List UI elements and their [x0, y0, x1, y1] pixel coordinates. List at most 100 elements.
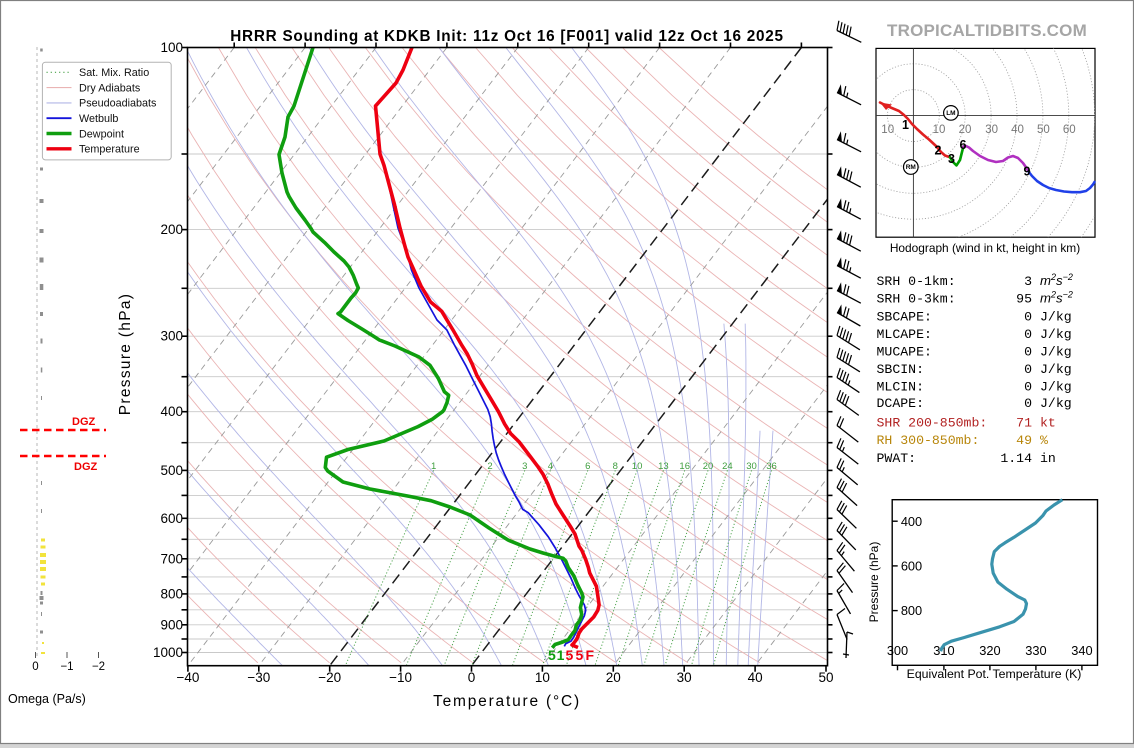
svg-text:6: 6 [960, 138, 967, 152]
svg-text:320: 320 [979, 643, 1000, 658]
svg-text:kt: kt [1040, 415, 1056, 430]
svg-text:600: 600 [901, 559, 922, 574]
svg-text:310: 310 [933, 643, 954, 658]
svg-text:in: in [1040, 451, 1056, 466]
svg-text:Dewpoint: Dewpoint [79, 128, 124, 140]
svg-text:−10: −10 [389, 670, 412, 685]
svg-text:SRH 0-1km:: SRH 0-1km: [877, 274, 956, 289]
svg-text:40: 40 [748, 670, 763, 685]
svg-text:60: 60 [1063, 124, 1076, 136]
svg-text:50: 50 [818, 670, 833, 685]
svg-text:50: 50 [1037, 124, 1050, 136]
svg-text:TROPICALTIDBITS.COM: TROPICALTIDBITS.COM [887, 21, 1087, 40]
svg-text:400: 400 [160, 404, 183, 419]
svg-text:800: 800 [160, 586, 183, 601]
svg-text:Pressure (hPa): Pressure (hPa) [117, 293, 134, 415]
svg-text:J/kg: J/kg [1040, 310, 1072, 325]
svg-text:2: 2 [935, 144, 942, 158]
svg-text:−20: −20 [318, 670, 341, 685]
svg-text:Omega (Pa/s): Omega (Pa/s) [8, 692, 86, 706]
svg-text:600: 600 [160, 511, 183, 526]
svg-text:16: 16 [679, 461, 690, 472]
svg-text:100: 100 [160, 40, 183, 55]
svg-text:1000: 1000 [153, 645, 183, 660]
svg-text:3: 3 [1024, 274, 1032, 289]
svg-text:0: 0 [1024, 362, 1032, 377]
svg-text:9: 9 [1024, 165, 1031, 179]
svg-text:55F: 55F [566, 647, 597, 663]
svg-text:0: 0 [1024, 310, 1032, 325]
svg-text:300: 300 [160, 329, 183, 344]
svg-text:71: 71 [1016, 415, 1032, 430]
svg-text:J/kg: J/kg [1040, 327, 1072, 342]
svg-text:RM: RM [906, 164, 916, 171]
svg-text:13: 13 [658, 461, 669, 472]
svg-text:49: 49 [1016, 433, 1032, 448]
svg-text:330: 330 [1025, 643, 1046, 658]
svg-text:MLCIN:: MLCIN: [877, 380, 924, 395]
svg-text:8: 8 [613, 461, 618, 472]
svg-text:PWAT:: PWAT: [877, 451, 917, 466]
svg-text:MLCAPE:: MLCAPE: [877, 327, 932, 342]
svg-text:1.14: 1.14 [1000, 451, 1032, 466]
svg-text:51: 51 [548, 647, 565, 663]
svg-text:900: 900 [160, 617, 183, 632]
svg-text:−1: −1 [60, 661, 73, 673]
svg-text:3: 3 [948, 152, 955, 166]
svg-text:−2: −2 [92, 661, 105, 673]
svg-text:4: 4 [548, 461, 553, 472]
svg-text:1: 1 [902, 118, 909, 132]
svg-text:340: 340 [1071, 643, 1092, 658]
svg-text:2: 2 [487, 461, 492, 472]
svg-text:700: 700 [160, 551, 183, 566]
svg-text:30: 30 [985, 124, 998, 136]
svg-text:LM: LM [946, 110, 955, 117]
svg-text:10: 10 [535, 670, 550, 685]
svg-text:DCAPE:: DCAPE: [877, 396, 924, 411]
svg-text:30: 30 [746, 461, 757, 472]
svg-text:−40: −40 [176, 670, 199, 685]
svg-text:3: 3 [522, 461, 527, 472]
svg-text:DGZ: DGZ [74, 461, 98, 473]
svg-text:20: 20 [703, 461, 714, 472]
svg-text:SBCIN:: SBCIN: [877, 362, 924, 377]
svg-text:RH 300-850mb:: RH 300-850mb: [877, 433, 980, 448]
svg-text:SBCAPE:: SBCAPE: [877, 310, 932, 325]
svg-text:Pseudoadiabats: Pseudoadiabats [79, 98, 157, 110]
svg-text:HRRR Sounding at KDKB Init: 11: HRRR Sounding at KDKB Init: 11z Oct 16 [… [230, 28, 783, 45]
svg-text:Wetbulb: Wetbulb [79, 113, 118, 125]
svg-text:0: 0 [1024, 327, 1032, 342]
svg-text:Pressure (hPa): Pressure (hPa) [867, 542, 881, 623]
svg-text:0: 0 [1024, 345, 1032, 360]
svg-text:36: 36 [766, 461, 777, 472]
svg-text:DGZ: DGZ [72, 416, 96, 428]
svg-text:SHR 200-850mb:: SHR 200-850mb: [877, 415, 988, 430]
svg-text:Dry Adiabats: Dry Adiabats [79, 82, 141, 94]
svg-text:24: 24 [722, 461, 733, 472]
svg-text:J/kg: J/kg [1040, 380, 1072, 395]
svg-text:1: 1 [431, 461, 436, 472]
svg-text:10: 10 [933, 124, 946, 136]
svg-text:J/kg: J/kg [1040, 345, 1072, 360]
svg-text:Temperature: Temperature [79, 144, 140, 156]
svg-text:20: 20 [606, 670, 621, 685]
svg-text:SRH 0-3km:: SRH 0-3km: [877, 292, 956, 307]
svg-text:40: 40 [1011, 124, 1024, 136]
svg-text:%: % [1040, 433, 1048, 448]
svg-text:0: 0 [32, 661, 38, 673]
svg-text:300: 300 [887, 643, 908, 658]
svg-text:0: 0 [468, 670, 476, 685]
svg-text:J/kg: J/kg [1040, 396, 1072, 411]
svg-text:10: 10 [881, 124, 894, 136]
svg-text:−30: −30 [247, 670, 270, 685]
svg-text:Hodograph (wind in kt, height: Hodograph (wind in kt, height in km) [890, 241, 1080, 255]
svg-text:400: 400 [901, 514, 922, 529]
svg-text:MUCAPE:: MUCAPE: [877, 345, 932, 360]
svg-text:95: 95 [1016, 292, 1032, 307]
svg-text:800: 800 [901, 603, 922, 618]
svg-text:Sat. Mix. Ratio: Sat. Mix. Ratio [79, 67, 149, 79]
svg-text:20: 20 [959, 124, 972, 136]
svg-text:J/kg: J/kg [1040, 362, 1072, 377]
svg-text:6: 6 [585, 461, 590, 472]
svg-text:0: 0 [1024, 396, 1032, 411]
